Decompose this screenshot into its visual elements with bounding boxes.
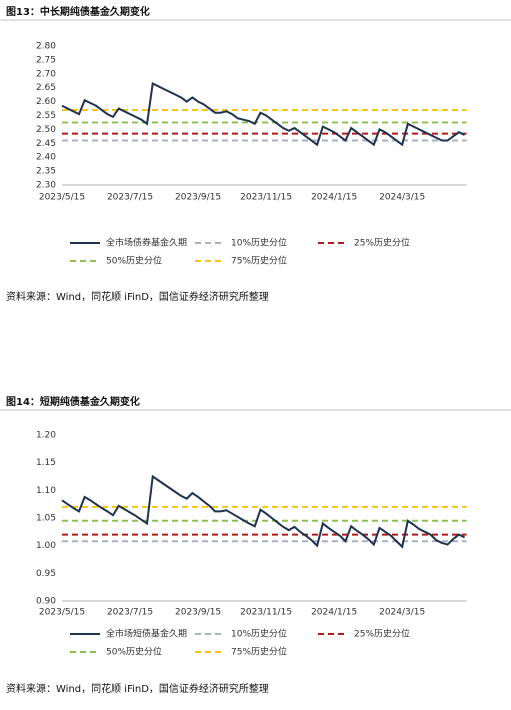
y-tick-label: 2.45: [36, 139, 56, 149]
x-tick-label: 2024/1/15: [311, 608, 357, 618]
y-tick-label: 1.05: [36, 514, 56, 524]
y-tick-label: 1.00: [36, 541, 56, 551]
x-tick-label: 2024/3/15: [379, 193, 425, 203]
y-tick-label: 1.15: [36, 458, 56, 468]
x-tick-label: 2023/5/15: [39, 193, 85, 203]
legend-label: 50%历史分位: [106, 255, 162, 267]
legend-label: 10%历史分位: [231, 628, 287, 640]
x-tick-label: 2024/3/15: [379, 608, 425, 618]
y-tick-label: 0.95: [36, 569, 56, 579]
source: 资料来源：Wind，同花顺 iFinD，国信证券经济研究所整理: [6, 290, 269, 303]
caption: 图14：短期纯债基金久期变化: [6, 395, 140, 408]
series-line: [61, 82, 466, 147]
legend-label: 10%历史分位: [231, 237, 287, 249]
legend-label: 75%历史分位: [231, 646, 287, 658]
y-tick-label: 0.90: [36, 597, 56, 607]
legend-label: 25%历史分位: [354, 628, 410, 640]
y-tick-label: 2.35: [36, 167, 56, 177]
x-tick-label: 2023/11/15: [240, 193, 292, 203]
x-tick-label: 2023/5/15: [39, 608, 85, 618]
y-tick-label: 2.30: [36, 181, 56, 191]
legend-label: 75%历史分位: [231, 255, 287, 267]
y-tick-label: 1.10: [36, 486, 56, 496]
y-tick-label: 2.55: [36, 111, 56, 121]
x-tick-label: 2024/1/15: [311, 193, 357, 203]
y-tick-label: 1.20: [36, 431, 56, 441]
x-tick-label: 2023/7/15: [107, 193, 153, 203]
y-tick-label: 2.40: [36, 153, 56, 163]
caption: 图13：中长期纯债基金久期变化: [6, 5, 150, 18]
y-tick-label: 2.80: [36, 42, 56, 52]
y-tick-label: 2.70: [36, 69, 56, 79]
y-tick-label: 2.65: [36, 83, 56, 93]
legend-label: 全市场债券基金久期: [106, 237, 187, 249]
y-tick-label: 2.50: [36, 125, 56, 135]
x-tick-label: 2023/7/15: [107, 608, 153, 618]
y-tick-label: 2.75: [36, 55, 56, 65]
legend-label: 全市场短债基金久期: [106, 628, 187, 640]
x-tick-label: 2023/9/15: [175, 193, 221, 203]
source: 资料来源：Wind，同花顺 iFinD，国信证券经济研究所整理: [6, 682, 269, 695]
legend-label: 50%历史分位: [106, 646, 162, 658]
x-tick-label: 2023/9/15: [175, 608, 221, 618]
legend-label: 25%历史分位: [354, 237, 410, 249]
y-tick-label: 2.60: [36, 97, 56, 107]
x-tick-label: 2023/11/15: [240, 608, 292, 618]
series-line: [61, 474, 466, 549]
